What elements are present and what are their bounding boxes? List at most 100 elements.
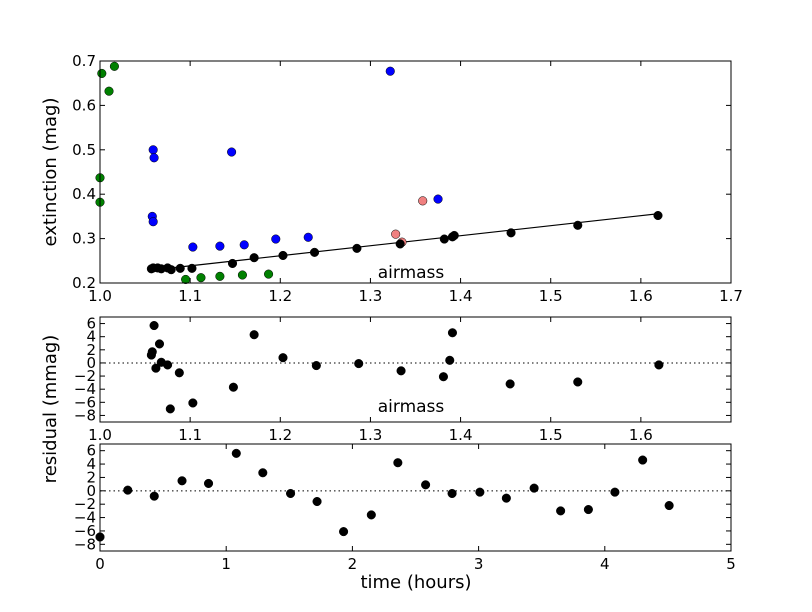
data-point: [366, 510, 376, 520]
data-point: [196, 273, 206, 283]
data-point: [148, 217, 158, 227]
data-point: [395, 239, 405, 249]
y-tick-label: 0.4: [72, 185, 96, 203]
axes-frame: [99, 443, 732, 552]
data-point: [529, 483, 539, 493]
x-tick-label: 1.5: [539, 426, 563, 444]
y-tick-label: −6: [74, 393, 96, 411]
data-point: [653, 210, 663, 221]
y-tick-label: 4: [86, 455, 96, 473]
x-tick-label: 1.1: [178, 426, 202, 444]
y-tick-label: 2: [86, 341, 96, 359]
x-tick-label: 1.1: [178, 287, 202, 305]
data-point: [149, 320, 159, 331]
data-point: [165, 404, 175, 414]
data-point: [227, 258, 238, 269]
data-point: [215, 241, 225, 251]
axes-frame: [99, 60, 732, 284]
y-tick-label: −4: [74, 380, 96, 398]
y-tick-label: 2: [86, 468, 96, 486]
time-xlabel: time (hours): [360, 572, 471, 593]
x-tick-label: 4: [600, 555, 610, 573]
x-tick-label: 1.6: [629, 287, 653, 305]
data-point: [104, 86, 114, 96]
x-tick-label: 1.0: [88, 426, 112, 444]
data-point: [303, 232, 313, 242]
x-tick-label: 3: [474, 555, 484, 573]
data-point: [249, 330, 259, 340]
y-tick-label: −2: [74, 367, 96, 385]
data-point: [556, 506, 566, 516]
data-point: [352, 243, 362, 253]
y-tick-label: 4: [86, 328, 96, 346]
residual-airmass-annotation: airmass: [378, 397, 445, 417]
data-point: [286, 488, 296, 499]
data-point: [239, 240, 249, 250]
data-point: [501, 493, 511, 503]
x-tick-label: 1.0: [88, 287, 112, 305]
data-point: [215, 271, 225, 281]
extinction-airmass-annotation: airmass: [378, 263, 445, 283]
y-tick-label: −2: [74, 495, 96, 513]
data-point: [391, 229, 401, 239]
y-tick-label: 0.3: [72, 230, 96, 248]
data-point: [149, 491, 159, 501]
data-point: [149, 153, 159, 163]
residual-ylabel: residual (mmag): [40, 335, 61, 484]
data-point: [396, 366, 406, 376]
x-tick-label: 1.4: [449, 426, 473, 444]
data-point: [433, 194, 443, 204]
data-point: [505, 379, 515, 389]
data-point: [237, 270, 247, 280]
data-point: [278, 250, 288, 261]
data-point: [148, 145, 158, 155]
data-point: [177, 476, 187, 486]
y-tick-label: 6: [86, 442, 96, 460]
data-point: [187, 263, 197, 273]
x-tick-label: 1.7: [719, 287, 743, 305]
data-point: [271, 234, 281, 244]
data-point: [638, 455, 648, 465]
data-point: [393, 458, 403, 468]
data-point: [188, 398, 198, 408]
data-point: [506, 228, 516, 238]
axes-frame: [99, 316, 732, 423]
x-tick-label: 0: [95, 555, 105, 573]
extinction-ylabel: extinction (mag): [40, 97, 61, 246]
data-point: [163, 360, 173, 370]
y-tick-label: 0: [86, 354, 96, 372]
data-point: [354, 359, 364, 369]
y-tick-label: 0: [86, 482, 96, 500]
data-point: [439, 234, 449, 244]
data-point: [312, 496, 322, 507]
y-tick-label: 6: [86, 315, 96, 333]
data-point: [227, 147, 237, 157]
y-tick-label: −6: [74, 522, 96, 540]
data-point: [166, 265, 176, 275]
data-point: [664, 500, 674, 511]
y-tick-label: −8: [74, 406, 96, 424]
extinction-panel: 1.0 1.1 1.2 1.3 1.4 1.5 1.6 1.7 0.2 0.3 0.4 0.5 0.6 0…: [72, 52, 743, 305]
y-tick-label: 0.2: [72, 274, 96, 292]
data-point: [449, 230, 459, 241]
x-tick-label: 1.4: [449, 287, 473, 305]
data-point: [228, 382, 238, 392]
data-point: [123, 485, 133, 495]
y-tick-label: 0.5: [72, 141, 96, 159]
data-point: [447, 328, 458, 338]
data-point: [438, 372, 448, 382]
x-tick-label: 5: [726, 555, 736, 573]
x-tick-label: 1.3: [358, 426, 382, 444]
data-point: [309, 247, 320, 257]
data-point: [278, 353, 288, 363]
data-point: [573, 377, 583, 387]
data-point: [475, 487, 485, 497]
data-point: [445, 355, 455, 365]
y-tick-label: 0.6: [72, 96, 96, 114]
x-tick-label: 1: [221, 555, 231, 573]
data-point: [175, 263, 185, 273]
x-tick-label: 1.5: [539, 287, 563, 305]
